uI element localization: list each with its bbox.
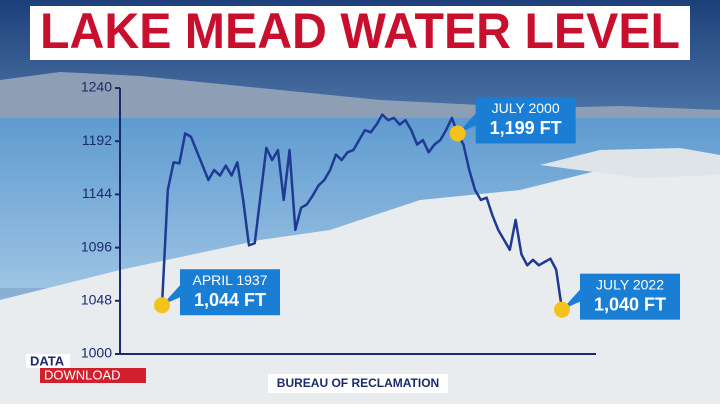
brand-box (26, 354, 70, 368)
point (554, 301, 570, 318)
y-tick-label: 1048 (81, 292, 112, 308)
callout-box (580, 273, 680, 320)
callout-value: 1,199 FT (490, 118, 562, 138)
callout-date: JULY 2022 (596, 276, 664, 292)
y-tick-label: 1144 (82, 185, 112, 201)
source-box (268, 374, 448, 393)
brand-line2: DOWNLOAD (44, 367, 121, 382)
callout-date: JULY 2000 (492, 100, 560, 116)
title-box (30, 6, 690, 60)
y-tick-label: 1000 (81, 345, 112, 361)
point (449, 125, 466, 142)
callout-box (180, 269, 280, 316)
point (154, 297, 170, 314)
brand-badge (40, 368, 146, 383)
y-tick-label: 1240 (81, 79, 112, 95)
line (160, 113, 564, 310)
callout-date: APRIL 1937 (193, 272, 268, 288)
background-shore (0, 160, 720, 404)
brand-line1: DATA (30, 353, 65, 368)
callout-value: 1,044 FT (194, 290, 266, 310)
source: BUREAU OF RECLAMATION (277, 376, 439, 390)
chart-title: LAKE MEAD WATER LEVEL (40, 3, 680, 59)
y-tick-label: 1096 (81, 238, 112, 254)
background-island (540, 148, 720, 178)
callout-box (475, 97, 576, 144)
callout-value: 1,040 FT (594, 294, 666, 314)
y-tick-label: 1192 (82, 132, 112, 148)
